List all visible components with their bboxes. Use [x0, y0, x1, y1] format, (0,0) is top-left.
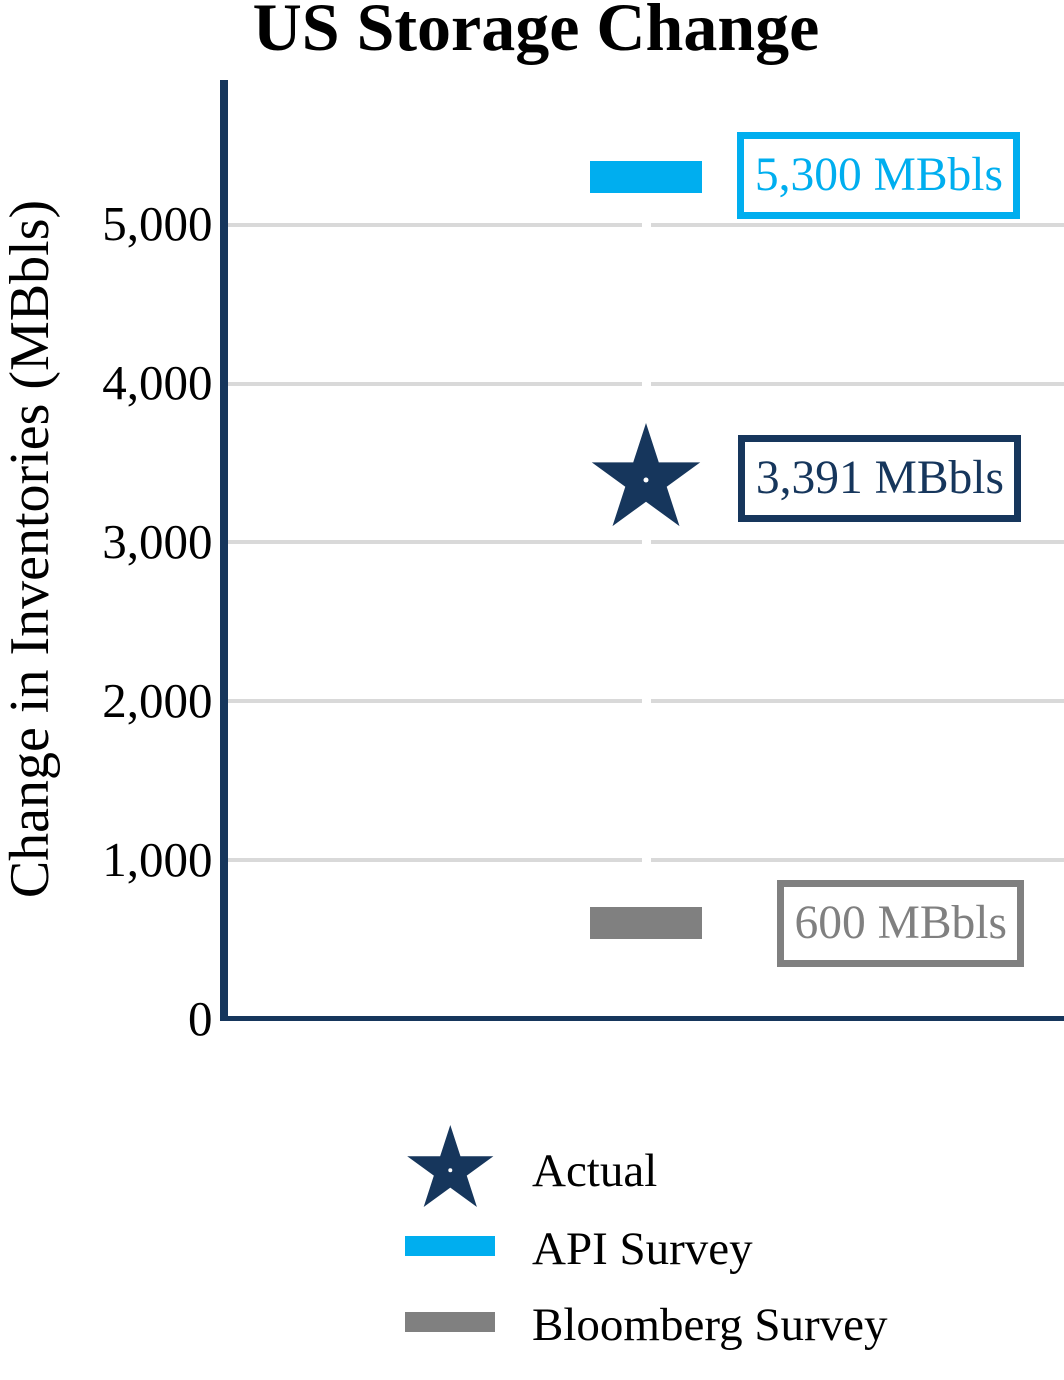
legend-label-actual: Actual: [532, 1145, 658, 1198]
gridline-1000: [228, 858, 642, 863]
gridline-1000: [650, 858, 1064, 863]
y-tick-label-2000: 2,000: [102, 673, 213, 729]
legend-star-swatch: [406, 1124, 494, 1207]
gridline-2000: [650, 699, 1064, 704]
y-tick-label-3000: 3,000: [102, 514, 213, 570]
legend-api-survey-swatch: [405, 1236, 495, 1256]
gridline-5000: [228, 222, 642, 227]
gridline-5000: [650, 222, 1064, 227]
api-survey-bar-marker: [590, 160, 702, 193]
chart-title: US Storage Change: [252, 0, 820, 66]
actual-star-marker: [591, 422, 701, 526]
y-tick-label-1000: 1,000: [102, 831, 213, 887]
x-axis-line: [220, 1016, 1064, 1021]
gridline-4000: [228, 381, 642, 386]
bloomberg-survey-bar-marker: [590, 907, 702, 940]
y-tick-label-5000: 5,000: [102, 196, 213, 252]
api-survey-value-label: 5,300 MBbls: [737, 132, 1020, 220]
gridline-3000: [650, 540, 1064, 545]
y-tick-label-0: 0: [188, 990, 213, 1046]
legend-label-bloomberg-survey: Bloomberg Survey: [532, 1299, 888, 1352]
gridline-2000: [228, 699, 642, 704]
legend-label-api-survey: API Survey: [532, 1223, 753, 1276]
bloomberg-survey-value-label: 600 MBbls: [777, 879, 1024, 967]
gridline-4000: [650, 381, 1064, 386]
legend-bloomberg-survey-swatch: [405, 1312, 495, 1332]
y-axis-line: [220, 80, 228, 1021]
actual-value-label: 3,391 MBbls: [738, 435, 1021, 523]
gridline-3000: [228, 540, 642, 545]
y-tick-label-4000: 4,000: [102, 355, 213, 411]
